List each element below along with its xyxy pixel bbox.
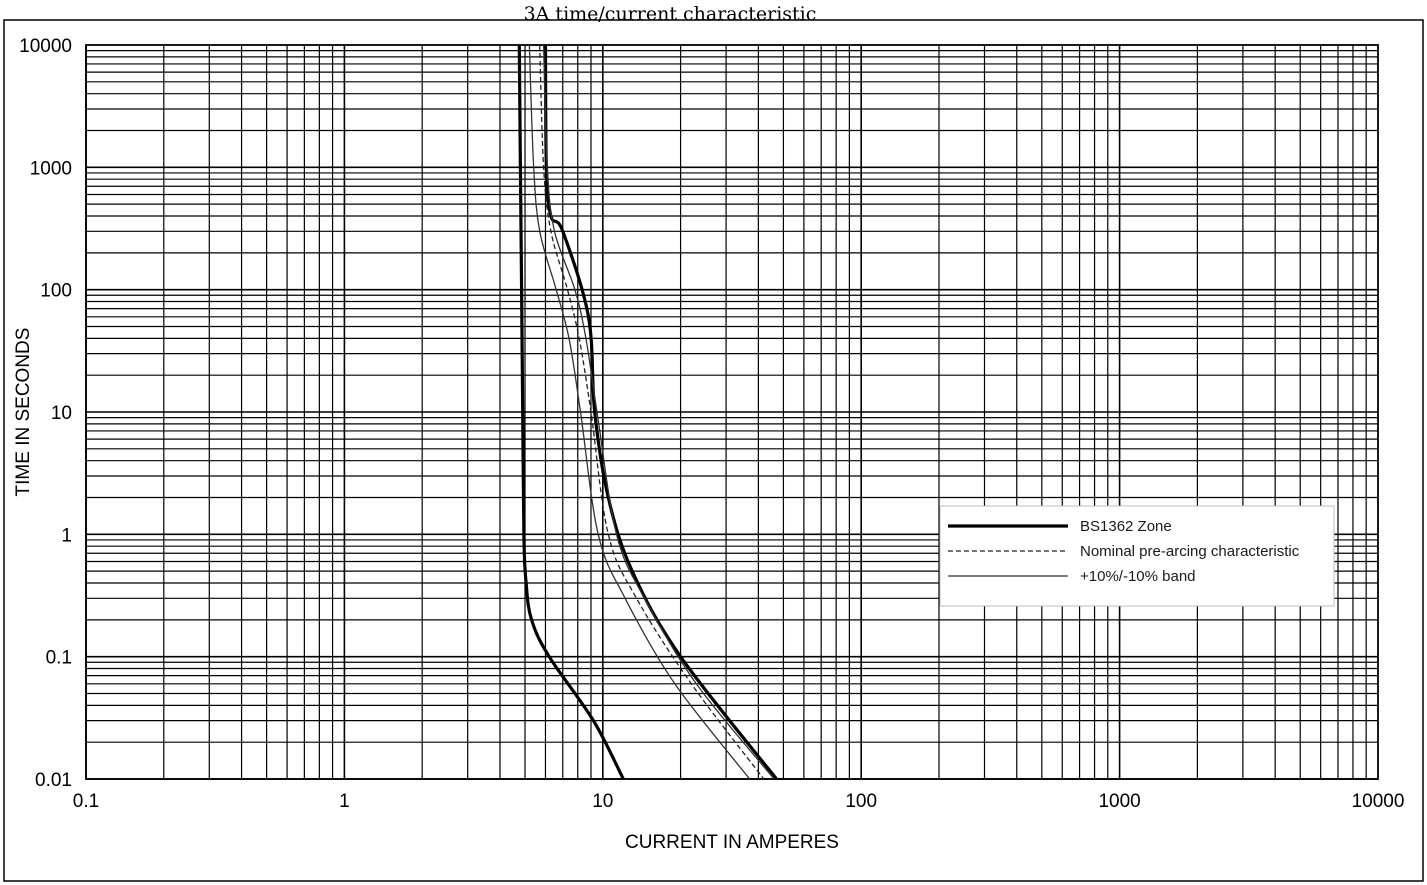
x-tick-label: 0.1	[73, 791, 99, 812]
legend: BS1362 Zone Nominal pre-arcing characteri…	[939, 505, 1335, 607]
legend-entry: BS1362 Zone	[1080, 518, 1172, 535]
legend-box	[939, 505, 1335, 607]
legend-entry: Nominal pre-arcing characteristic	[1080, 543, 1300, 560]
series-line	[539, 44, 765, 780]
plot-series	[517, 44, 778, 780]
x-tick-label: 1	[339, 791, 350, 812]
y-tick-label: 0.01	[35, 770, 72, 791]
y-tick-label: 0.1	[46, 648, 72, 669]
series-line	[542, 44, 775, 780]
series-line	[528, 44, 751, 780]
y-tick-label: 100	[40, 281, 72, 302]
y-axis-label: TIME IN SECONDS	[13, 328, 34, 497]
series-line	[517, 44, 625, 780]
x-tick-label: 100	[845, 791, 877, 812]
y-tick-label: 1	[61, 525, 72, 546]
y-tick-label: 10000	[19, 36, 72, 57]
x-axis-label: CURRENT IN AMPERES	[625, 832, 839, 853]
plot-border	[85, 44, 1379, 780]
legend-entry: +10%/-10% band	[1080, 568, 1196, 585]
x-tick-label: 10000	[1352, 791, 1405, 812]
chart-title: 3A time/current characteristic	[524, 3, 817, 25]
y-tick-label: 10	[51, 403, 72, 424]
y-tick-label: 1000	[30, 158, 72, 179]
figure-frame	[3, 19, 1424, 882]
x-tick-label: 1000	[1098, 791, 1140, 812]
x-tick-label: 10	[592, 791, 613, 812]
